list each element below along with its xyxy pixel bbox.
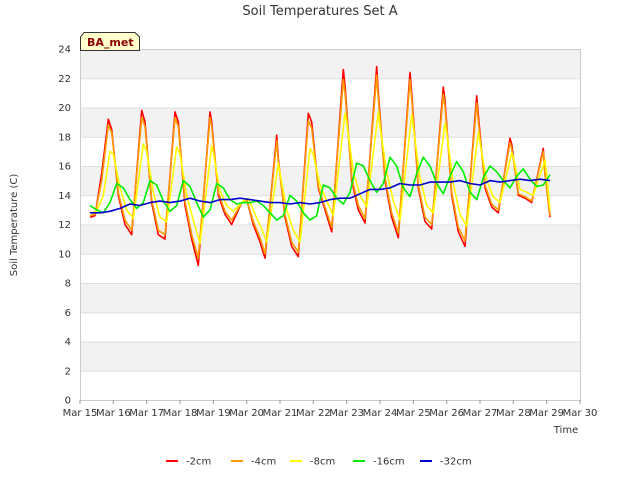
series-line--8cm: [89, 111, 551, 245]
legend: -2cm -4cm -8cm -16cm -32cm: [166, 457, 472, 468]
x-tick-label: Mar 15: [63, 408, 98, 419]
y-tick-label: 8: [65, 279, 71, 290]
chart-title: Soil Temperatures Set A: [242, 4, 397, 19]
legend-label: -4cm: [251, 457, 276, 468]
y-tick-label: 22: [58, 74, 71, 85]
legend-label: -16cm: [373, 457, 405, 468]
series-layer: [89, 65, 551, 267]
x-tick-label: Mar 29: [529, 408, 564, 419]
x-tick-label: Mar 16: [96, 408, 131, 419]
y-tick-label: 16: [58, 162, 71, 173]
station-badge-shape: [80, 32, 140, 51]
y-tick-label: 20: [58, 103, 71, 114]
y-tick-label: 24: [58, 45, 71, 56]
y-tick-label: 6: [65, 308, 71, 319]
y-tick-label: 2: [65, 366, 71, 377]
x-tick-label: Mar 23: [329, 408, 364, 419]
y-axis-title: Soil Temperature (C): [9, 174, 20, 277]
x-tick-label: Mar 30: [563, 408, 598, 419]
x-tick-label: Mar 22: [296, 408, 331, 419]
legend-label: -2cm: [186, 457, 211, 468]
x-tick-label: Mar 21: [263, 408, 298, 419]
y-tick-label: 10: [58, 249, 71, 260]
x-tick-label: Mar 18: [163, 408, 198, 419]
station-badge: BA_met: [80, 32, 140, 51]
plot-band: [80, 49, 580, 79]
y-tick-label: 12: [58, 220, 71, 231]
station-badge-label: BA_met: [87, 36, 134, 49]
x-tick-label: Mar 28: [496, 408, 531, 419]
plot-band: [80, 341, 580, 371]
plot-band: [80, 283, 580, 313]
legend-label: -8cm: [310, 457, 335, 468]
legend-label: -32cm: [440, 457, 472, 468]
x-axis-title: Time: [553, 425, 578, 436]
x-tick-label: Mar 20: [229, 408, 264, 419]
plot-frame: [80, 49, 581, 401]
series-line--32cm: [90, 178, 551, 214]
x-tick-label: Mar 25: [396, 408, 431, 419]
y-tick-label: 18: [58, 132, 71, 143]
x-tick-label: Mar 24: [363, 408, 398, 419]
y-tick-label: 14: [58, 191, 71, 202]
x-tick-label: Mar 26: [429, 408, 464, 419]
y-tick-label: 0: [65, 396, 71, 407]
plot-band: [80, 224, 580, 254]
x-tick-label: Mar 27: [463, 408, 498, 419]
x-tick-label: Mar 17: [129, 408, 164, 419]
x-tick-label: Mar 19: [196, 408, 231, 419]
plot-band: [80, 107, 580, 137]
series-line--4cm: [89, 74, 551, 259]
series-line--16cm: [89, 156, 551, 221]
y-tick-label: 4: [65, 337, 71, 348]
